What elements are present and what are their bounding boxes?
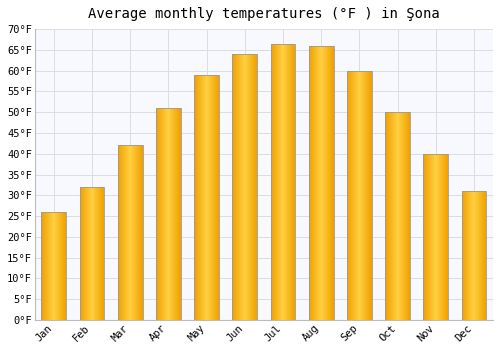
Bar: [385, 112, 410, 320]
Bar: [347, 71, 372, 320]
Bar: [80, 187, 104, 320]
Bar: [309, 46, 334, 320]
Bar: [156, 108, 181, 320]
Bar: [232, 54, 257, 320]
Bar: [194, 75, 219, 320]
Bar: [42, 212, 66, 320]
Bar: [424, 154, 448, 320]
Bar: [270, 44, 295, 320]
Bar: [462, 191, 486, 320]
Title: Average monthly temperatures (°F ) in Şona: Average monthly temperatures (°F ) in Şo…: [88, 7, 440, 21]
Bar: [118, 145, 142, 320]
